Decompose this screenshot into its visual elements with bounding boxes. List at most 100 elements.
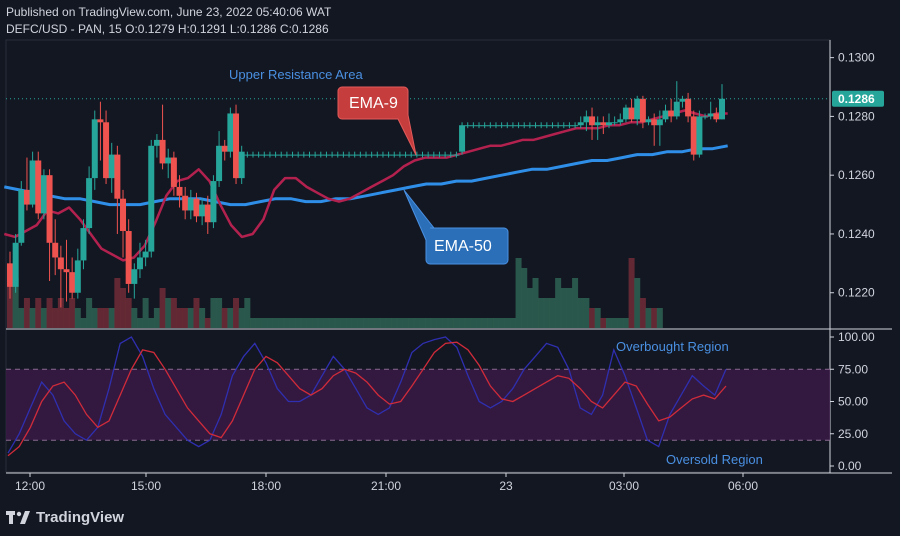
candle-body — [289, 154, 296, 156]
oscillator-band — [6, 368, 830, 441]
volume-bar — [295, 318, 302, 328]
candle-body — [385, 154, 392, 156]
volume-bar — [577, 298, 584, 328]
candle-body — [549, 125, 556, 127]
volume-bar — [385, 318, 392, 328]
candle-body — [312, 154, 319, 156]
stoch-k-line — [7, 336, 727, 454]
candle-body — [515, 125, 522, 127]
tradingview-logo-icon — [6, 510, 30, 525]
volume-bar — [504, 318, 511, 328]
volume-bar — [532, 278, 539, 328]
candle-body — [329, 154, 336, 156]
candle-body — [702, 116, 709, 118]
candle-body — [583, 116, 590, 123]
volume-bar — [543, 298, 550, 328]
volume-bar — [600, 318, 607, 328]
candle-body — [283, 154, 290, 156]
candle-body — [46, 175, 53, 243]
volume-bar — [187, 308, 194, 328]
volume-bar — [142, 298, 149, 328]
volume-bar — [555, 278, 562, 328]
volume-bar — [628, 258, 635, 328]
volume-bar — [18, 308, 25, 328]
candle-body — [363, 154, 369, 156]
candle-body — [526, 125, 533, 127]
osc-tick-label: 0.00 — [838, 459, 862, 473]
candle-body — [12, 242, 19, 287]
volume-bar — [481, 318, 488, 328]
osc-tick-label: 50.00 — [838, 395, 868, 409]
volume-bar — [227, 308, 234, 328]
candle-body — [249, 154, 256, 156]
candle-body — [566, 125, 573, 127]
volume-bar — [526, 288, 533, 328]
volume-bar — [363, 318, 369, 328]
osc-tick-label: 75.00 — [838, 362, 868, 376]
candlesticks — [7, 81, 725, 308]
candle-body — [176, 186, 183, 196]
candle-body — [170, 157, 177, 187]
volume-bar — [509, 318, 516, 328]
volume-bar — [120, 288, 127, 328]
volume-bar — [589, 308, 596, 328]
candle-body — [645, 119, 652, 123]
candle-body — [628, 107, 635, 120]
volume-bar — [396, 318, 403, 328]
candle-body — [159, 139, 166, 164]
time-tick-label: 15:00 — [131, 479, 161, 493]
candle-body — [266, 154, 273, 156]
candle-body — [300, 154, 307, 156]
volume-bar — [645, 308, 652, 328]
candle-body — [272, 154, 279, 156]
candle-body — [346, 154, 353, 156]
candle-body — [543, 125, 550, 127]
price-tick-label: 0.1220 — [838, 286, 875, 300]
candle-body — [707, 113, 714, 117]
candle-body — [459, 125, 466, 152]
volume-bar — [442, 318, 449, 328]
candle-body — [334, 154, 341, 156]
volume-bar — [566, 288, 573, 328]
volume-bar — [453, 318, 460, 328]
volume-bar — [317, 318, 324, 328]
volume-bar — [193, 298, 200, 328]
candle-body — [600, 122, 607, 126]
candle-body — [204, 204, 211, 223]
published-line: Published on TradingView.com, June 23, 2… — [6, 5, 332, 19]
candle-body — [532, 125, 539, 127]
candle-body — [323, 154, 330, 156]
candle-body — [165, 157, 172, 164]
volume-bar — [487, 318, 494, 328]
volume-bar — [131, 308, 138, 328]
oscillator-lines — [7, 336, 727, 457]
volume-bar — [148, 318, 155, 328]
volume-bar — [23, 298, 30, 328]
candle-body — [572, 125, 579, 127]
volume-bar — [261, 318, 268, 328]
price-tick-label: 0.1300 — [838, 51, 875, 65]
volume-bar — [283, 318, 290, 328]
candle-body — [408, 154, 415, 156]
volume-bar — [408, 318, 415, 328]
candle-body — [295, 154, 302, 156]
volume-bar — [425, 318, 432, 328]
volume-bar — [80, 318, 87, 328]
candle-body — [470, 125, 477, 127]
candle-body — [40, 175, 47, 214]
candle-body — [402, 154, 409, 156]
candle-body — [577, 122, 584, 126]
ema50-callout — [403, 189, 509, 265]
volume-bar — [29, 308, 36, 328]
candle-body — [662, 110, 669, 120]
brand-name: TradingView — [36, 509, 125, 526]
volume-bar — [312, 318, 319, 328]
tradingview-footer[interactable]: TradingView — [6, 509, 124, 526]
volume-bar — [272, 318, 279, 328]
volume-bar — [97, 308, 104, 328]
time-tick-label: 23 — [499, 479, 513, 493]
candle-body — [23, 189, 30, 205]
candle-body — [690, 116, 697, 155]
candle-body — [594, 122, 601, 126]
